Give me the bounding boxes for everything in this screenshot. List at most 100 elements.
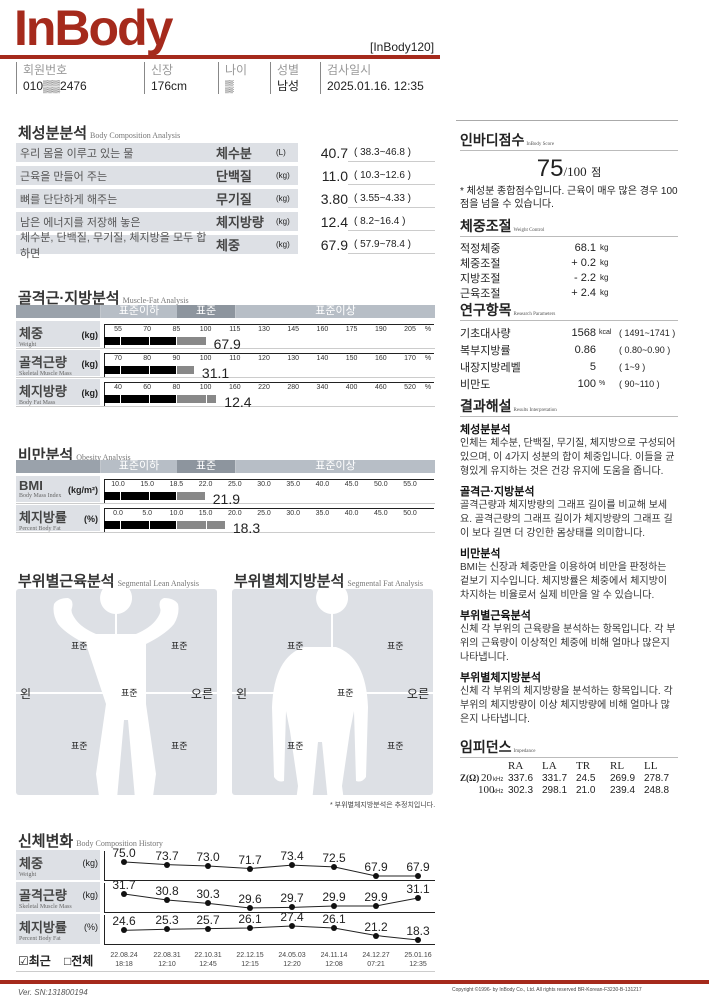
row-range: ( 38.3~46.8 ) — [348, 143, 435, 162]
tick-label: 130 — [287, 355, 300, 362]
info-value: ▒ — [225, 79, 234, 93]
row-label: 체중 — [216, 235, 276, 254]
axis-line — [104, 324, 434, 325]
tick-label: 0.0 — [113, 510, 123, 517]
impedance-value: 331.7 — [542, 773, 568, 784]
axis-line — [104, 508, 434, 509]
row-label: 체중 — [19, 326, 43, 341]
row-key: 근육조절 — [460, 287, 501, 300]
tick-label: 110 — [229, 355, 241, 362]
history-label-en: Percent Body Fat — [19, 936, 61, 942]
axis-start — [104, 479, 105, 503]
impedance-value: 302.3 — [508, 785, 534, 796]
body-comp-row: 남은 에너지를 저장해 놓은 체지방량 (kg) 12.4( 8.2~16.4 ) — [16, 212, 435, 233]
history-date: 22.08.31 12:10 — [153, 951, 180, 969]
interpretation-item: 부위별체지방분석 신체 각 부위의 체지방량을 분석하는 항목입니다. 각 부위의… — [460, 671, 678, 727]
history-label-en: Skeletal Muscle Mass — [19, 904, 72, 910]
history-baseline — [104, 944, 435, 945]
segmental-lean-title: 부위별근육분석 Segmental Lean Analysis — [18, 573, 199, 590]
tick-unit: % — [424, 384, 432, 391]
bar-segment-gray — [177, 366, 194, 374]
weight-control-row: 지방조절 - 2.2 kg — [460, 270, 678, 285]
row-label: 무기질 — [216, 189, 276, 208]
left-label: 왼 — [236, 687, 248, 701]
bar-segment-black — [121, 337, 150, 345]
row-unit: (kg) — [276, 235, 298, 254]
tick-label: 45.0 — [373, 510, 388, 517]
tick-label: 100 — [199, 355, 212, 362]
tick-label: 160 — [228, 384, 241, 391]
date-time: 12:10 — [158, 961, 176, 968]
score-title: 인바디점수 InBody Score — [460, 130, 678, 151]
bar-segment-gray — [206, 395, 217, 403]
tick-label: 170 — [404, 355, 416, 362]
segmental-fat-title: 부위별체지방분석 Segmental Fat Analysis — [234, 573, 423, 590]
history-value: 67.9 — [406, 860, 430, 874]
tick-label: 30.0 — [257, 481, 271, 488]
date-day: 24.12.27 — [362, 952, 390, 959]
body-comp-row: 체수분, 단백질, 무기질, 체지방을 모두 합하면 체중 (kg) 67.9( 57… — [16, 232, 435, 260]
segment-value: 표준 — [71, 641, 88, 651]
interpretation-item: 비만분석 BMI는 신장과 체중만을 이용하여 비만을 판정하는 겉보기 지수입니… — [460, 547, 678, 603]
row-unit: kcal — [599, 329, 612, 336]
tick-label: 40.0 — [315, 481, 330, 488]
history-value: 67.9 — [364, 860, 388, 874]
history-point — [415, 895, 421, 901]
row-unit: (kg) — [276, 212, 298, 231]
segment-value: 표준 — [71, 741, 88, 751]
history-date: 25.01.16 12:35 — [404, 951, 431, 969]
date-day: 22.10.31 — [194, 952, 222, 959]
muscle-fat-zone-header: 표준이하 표준 표준이상 — [16, 305, 435, 318]
history-point — [415, 873, 421, 879]
impedance-value: 269.9 — [610, 773, 636, 784]
history-title: 신체변화 Body Composition History — [18, 833, 163, 850]
impedance-value: 239.4 — [610, 785, 636, 796]
obesity-row: BMI Body Mass Index (kg/m²) 10.0 15.0 18.5 22.… — [16, 475, 435, 507]
impedance-value: 298.1 — [542, 785, 568, 796]
history-axis — [104, 915, 105, 944]
row-key: 기초대사량 — [460, 327, 511, 340]
tick-label: 60 — [143, 384, 152, 391]
history-date: 22.08.24 18:18 — [110, 951, 137, 969]
tick-label: 460 — [374, 384, 387, 391]
history-point — [373, 903, 379, 909]
axis-line — [104, 353, 434, 354]
history-value: 31.7 — [112, 878, 136, 892]
row-label: BMI — [19, 478, 43, 493]
weight-control-row: 적정체중 68.1 kg — [460, 240, 678, 255]
body-comp-row: 근육을 만들어 주는 단백질 (kg) 11.0( 10.3~12.6 ) — [16, 166, 435, 187]
tick-label: 205 — [404, 326, 416, 333]
row-label: 단백질 — [216, 166, 276, 185]
history-polyline — [123, 925, 419, 941]
axis-start — [104, 324, 105, 348]
info-label: 검사일시 — [327, 63, 372, 77]
history-label: 골격근량 — [19, 888, 67, 903]
history-value: 25.7 — [196, 912, 220, 927]
interpretation-heading: 체성분분석 — [460, 424, 511, 436]
tick-label: 100 — [199, 326, 212, 333]
info-field: 신장 176cm — [144, 62, 187, 94]
bar-segment-gray — [177, 521, 206, 529]
history-date: 24.11.14 12:08 — [321, 951, 348, 969]
tick-label: 22.0 — [198, 481, 213, 488]
tick-label: 85 — [172, 326, 181, 333]
history-value: 29.7 — [280, 891, 304, 906]
history-baseline — [104, 880, 435, 881]
history-line — [123, 893, 419, 909]
history-all-toggle[interactable]: □전체 — [64, 954, 94, 968]
inbody-logo: InBody — [14, 0, 173, 56]
segment-value: 표준 — [287, 641, 304, 651]
interpretation-text: BMI는 신장과 체중만을 이용하여 비만을 판정하는 겉보기 지수입니다. 체… — [460, 562, 668, 601]
row-key: 내장지방레벨 — [460, 361, 521, 374]
history-polyline — [123, 861, 418, 877]
date-time: 07:21 — [367, 961, 385, 968]
interpretation-text: 신체 각 부위의 근육량을 분석하는 항목입니다. 각 부위의 근육량이 이상적… — [460, 624, 676, 663]
research-title: 연구항목 Research Parameters — [460, 300, 678, 321]
row-label-en: Body Fat Mass — [19, 400, 56, 406]
right-column: 인바디점수 InBody Score 75/100 점 * 체성분 종합점수입니다… — [460, 130, 678, 796]
history-point — [331, 925, 337, 931]
tick-label: 220 — [258, 384, 270, 391]
segment-value: 표준 — [287, 741, 304, 751]
history-recent-toggle[interactable]: ☑최근 — [18, 954, 51, 968]
info-label: 나이 — [225, 63, 248, 77]
